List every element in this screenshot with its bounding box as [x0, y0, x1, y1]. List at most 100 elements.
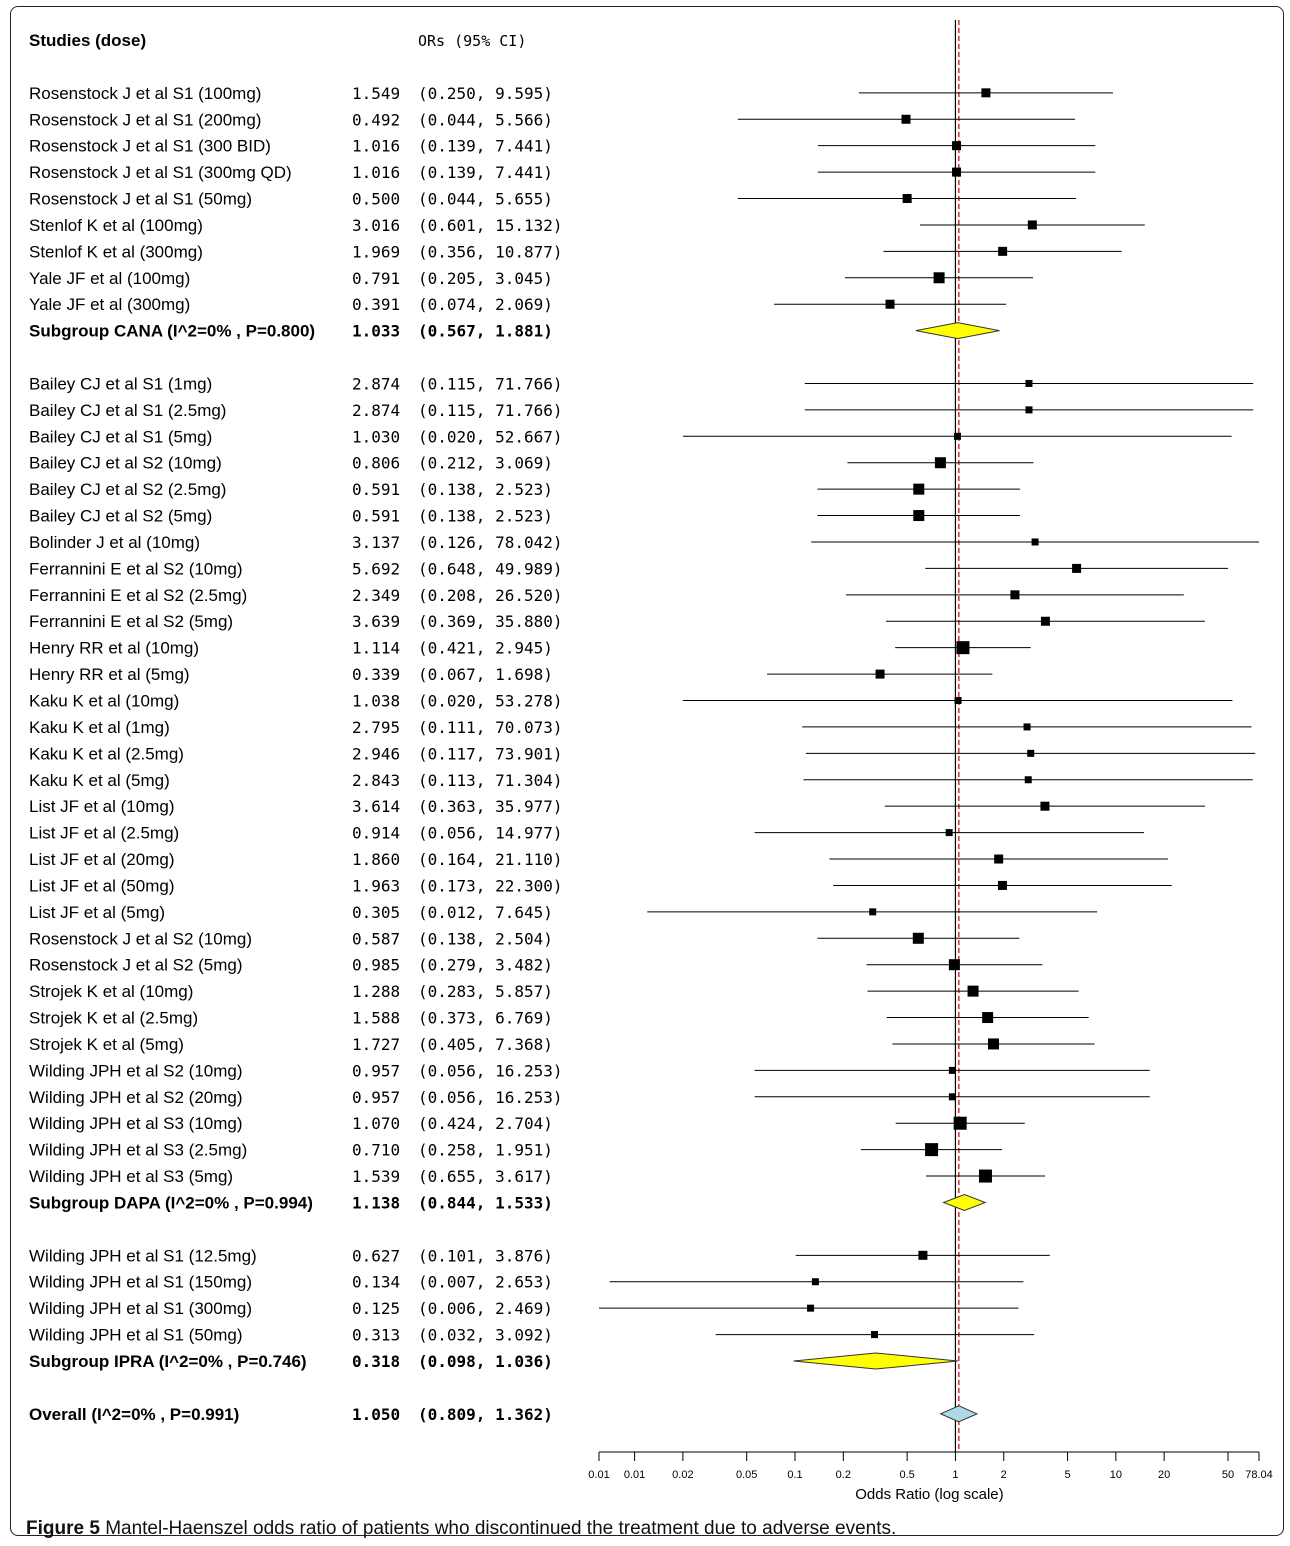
study-or-value: 0.985 [352, 956, 400, 975]
study-ci-value: (0.115, 71.766) [418, 374, 563, 393]
x-tick-label: 0.1 [787, 1469, 802, 1481]
study-ci-value: (0.126, 78.042) [418, 533, 563, 552]
study-or-value: 1.727 [352, 1035, 400, 1054]
study-label: Bolinder J et al (10mg) [29, 533, 200, 552]
study-ci-value: (0.115, 71.766) [418, 401, 563, 420]
study-ci-value: (0.655, 3.617) [418, 1167, 553, 1186]
point-estimate-marker [912, 932, 924, 944]
study-label: Strojek K et al (10mg) [29, 982, 193, 1001]
study-or-value: 0.305 [352, 903, 400, 922]
study-label: Wilding JPH et al S3 (2.5mg) [29, 1141, 247, 1160]
study-or-value: 5.692 [352, 559, 400, 578]
subgroup-or-value: 0.318 [352, 1352, 400, 1371]
point-estimate-marker [948, 1066, 956, 1074]
subgroup-or-value: 1.033 [352, 322, 400, 341]
study-or-value: 1.969 [352, 242, 400, 261]
study-ci-value: (0.044, 5.655) [418, 190, 553, 209]
study-ci-value: (0.020, 52.667) [418, 427, 563, 446]
study-or-value: 0.957 [352, 1088, 400, 1107]
header-ors-ci: ORs (95% CI) [418, 32, 526, 50]
subgroup-label: Subgroup IPRA (I^2=0% , P=0.746) [29, 1352, 307, 1371]
point-estimate-marker [807, 1304, 815, 1312]
study-label: Rosenstock J et al S1 (50mg) [29, 190, 252, 209]
point-estimate-marker [952, 141, 962, 151]
subgroup-ci-value: (0.567, 1.881) [418, 322, 553, 341]
study-ci-value: (0.067, 1.698) [418, 665, 553, 684]
point-estimate-marker [913, 510, 925, 522]
study-ci-value: (0.369, 35.880) [418, 612, 563, 631]
point-estimate-marker [1024, 776, 1032, 784]
point-estimate-marker [994, 854, 1004, 864]
point-estimate-marker [982, 1012, 994, 1024]
study-ci-value: (0.279, 3.482) [418, 956, 553, 975]
study-ci-value: (0.056, 14.977) [418, 824, 563, 843]
study-label: Bailey CJ et al S1 (5mg) [29, 427, 212, 446]
study-or-value: 0.806 [352, 454, 400, 473]
x-tick-label: 0.05 [736, 1469, 757, 1481]
point-estimate-marker [1027, 220, 1037, 230]
study-label: Henry RR et al (10mg) [29, 639, 199, 658]
overall-or-value: 1.050 [352, 1405, 400, 1424]
study-or-value: 1.539 [352, 1167, 400, 1186]
point-estimate-marker [954, 697, 962, 704]
study-label: Stenlof K et al (300mg) [29, 242, 203, 261]
study-or-value: 2.874 [352, 401, 400, 420]
point-estimate-marker [869, 908, 877, 916]
study-label: Wilding JPH et al S1 (300mg) [29, 1299, 252, 1318]
x-tick-label: 0.01 [624, 1469, 645, 1481]
study-or-value: 3.639 [352, 612, 400, 631]
study-label: Strojek K et al (2.5mg) [29, 1009, 198, 1028]
x-tick-label: 20 [1158, 1469, 1170, 1481]
caption-text: Mantel-Haenszel odds ratio of patients w… [105, 1518, 897, 1539]
overall-label: Overall (I^2=0% , P=0.991) [29, 1405, 239, 1424]
study-or-value: 1.588 [352, 1009, 400, 1028]
study-ci-value: (0.424, 2.704) [418, 1114, 553, 1133]
point-estimate-marker [1023, 723, 1031, 731]
subgroup-ci-value: (0.844, 1.533) [418, 1193, 553, 1212]
study-label: List JF et al (10mg) [29, 797, 175, 816]
figure-caption: Figure 5 Mantel-Haenszel odds ratio of p… [26, 1518, 896, 1540]
point-estimate-marker [902, 194, 912, 204]
point-estimate-marker [952, 167, 962, 177]
header-studies: Studies (dose) [29, 31, 146, 50]
study-label: Bailey CJ et al S1 (2.5mg) [29, 401, 226, 420]
point-estimate-marker [1010, 590, 1020, 600]
point-estimate-marker [945, 829, 953, 837]
study-label: Wilding JPH et al S3 (5mg) [29, 1167, 233, 1186]
point-estimate-marker [1040, 616, 1050, 626]
study-or-value: 1.016 [352, 137, 400, 156]
study-label: Wilding JPH et al S1 (50mg) [29, 1326, 243, 1345]
study-ci-value: (0.212, 3.069) [418, 454, 553, 473]
study-ci-value: (0.139, 7.441) [418, 163, 553, 182]
study-ci-value: (0.012, 7.645) [418, 903, 553, 922]
study-or-value: 2.349 [352, 586, 400, 605]
study-ci-value: (0.056, 16.253) [418, 1088, 563, 1107]
point-estimate-marker [948, 959, 960, 971]
study-or-value: 0.957 [352, 1061, 400, 1080]
subgroup-ci-value: (0.098, 1.036) [418, 1352, 553, 1371]
study-or-value: 0.914 [352, 824, 400, 843]
x-tick-label: 0.01 [588, 1469, 609, 1481]
subgroup-or-value: 1.138 [352, 1193, 400, 1212]
study-or-value: 0.134 [352, 1273, 400, 1292]
study-ci-value: (0.208, 26.520) [418, 586, 563, 605]
point-estimate-marker [948, 1093, 956, 1101]
study-ci-value: (0.283, 5.857) [418, 982, 553, 1001]
study-label: Kaku K et al (10mg) [29, 692, 179, 711]
study-ci-value: (0.074, 2.069) [418, 295, 553, 314]
x-tick-label: 5 [1064, 1469, 1070, 1481]
study-ci-value: (0.601, 15.132) [418, 216, 563, 235]
subgroup-label: Subgroup CANA (I^2=0% , P=0.800) [29, 322, 315, 341]
study-ci-value: (0.405, 7.368) [418, 1035, 553, 1054]
study-or-value: 0.125 [352, 1299, 400, 1318]
study-or-value: 0.791 [352, 269, 400, 288]
study-ci-value: (0.205, 3.045) [418, 269, 553, 288]
study-ci-value: (0.020, 53.278) [418, 692, 563, 711]
study-or-value: 2.946 [352, 744, 400, 763]
study-or-value: 1.030 [352, 427, 400, 446]
study-label: Ferrannini E et al S2 (2.5mg) [29, 586, 247, 605]
overall-ci-value: (0.809, 1.362) [418, 1405, 553, 1424]
study-label: Yale JF et al (100mg) [29, 269, 190, 288]
overall-diamond [939, 1405, 979, 1423]
